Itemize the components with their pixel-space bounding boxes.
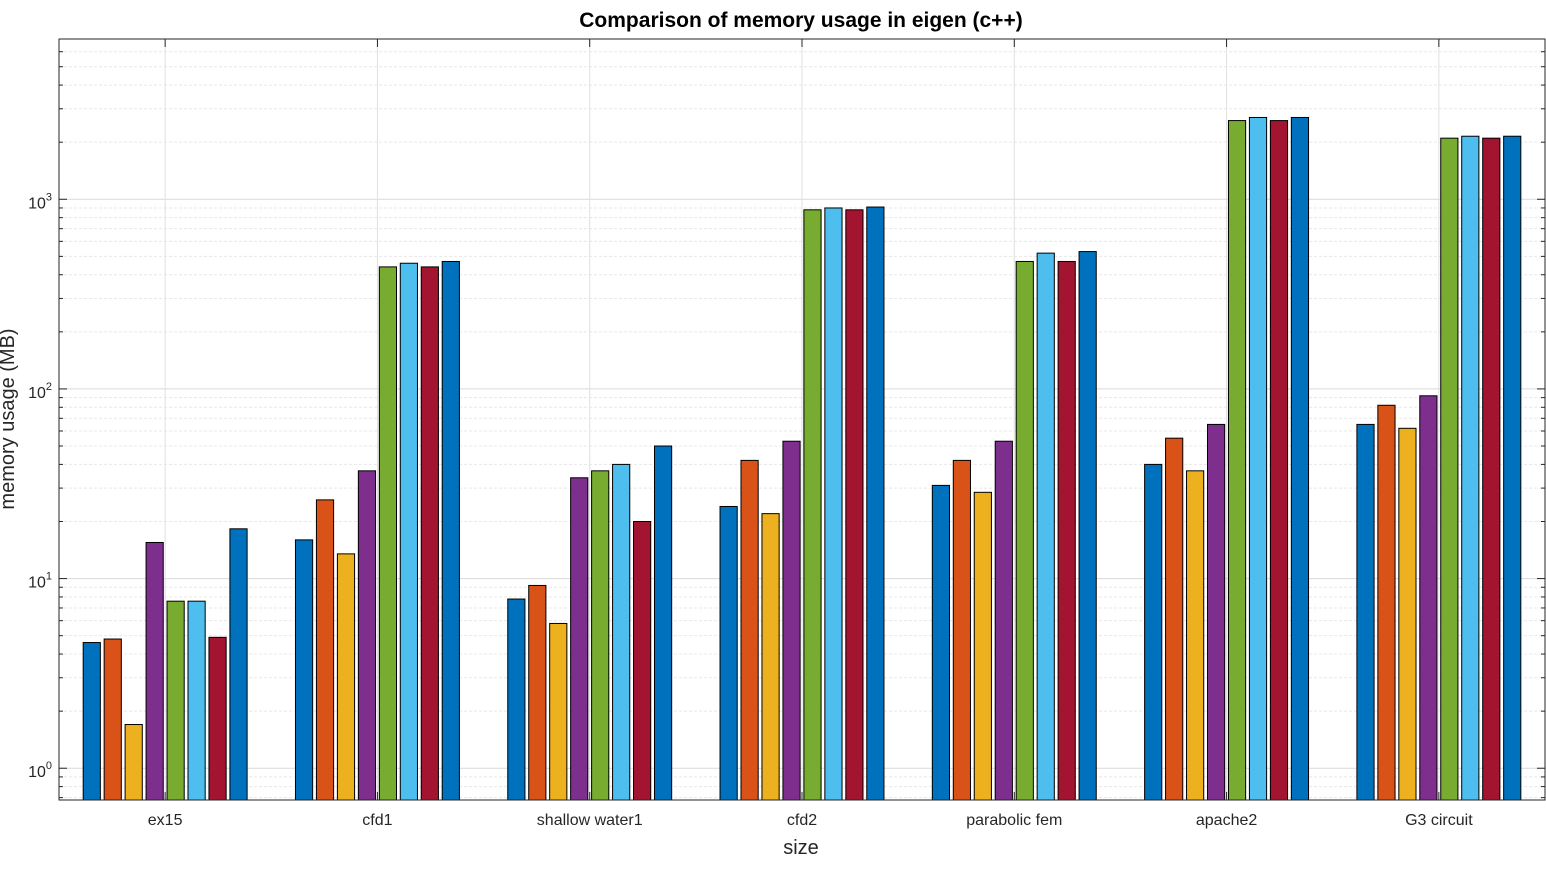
bar — [187, 600, 206, 801]
bar — [1482, 137, 1501, 801]
bar — [761, 513, 780, 801]
bar — [1036, 252, 1055, 801]
bar — [1144, 463, 1163, 801]
bar — [1248, 116, 1268, 801]
bar — [1165, 437, 1184, 801]
bar — [507, 598, 526, 801]
bar — [824, 207, 843, 801]
x-axis-label: size — [783, 837, 819, 859]
y-tick-label: 103 — [28, 191, 52, 212]
bar — [124, 724, 143, 801]
y-axis-label: memory usage (MB) — [0, 328, 19, 509]
x-tick-label: parabolic fem — [966, 812, 1062, 829]
bar — [208, 636, 227, 801]
bar — [1461, 135, 1480, 801]
bar — [549, 622, 568, 801]
y-tick-label: 100 — [28, 760, 52, 781]
bar — [166, 600, 185, 801]
bar — [420, 266, 439, 801]
bar — [782, 440, 801, 801]
bar — [1398, 427, 1417, 801]
bar — [357, 470, 377, 801]
bar — [1440, 137, 1459, 801]
bar — [315, 499, 335, 801]
bar — [399, 262, 418, 801]
x-tick-label: cfd1 — [362, 812, 392, 829]
bar — [570, 477, 589, 801]
bar — [591, 470, 610, 801]
bar — [145, 541, 164, 801]
x-tick-label: ex15 — [148, 812, 183, 829]
chart-title: Comparison of memory usage in eigen (c++… — [579, 9, 1022, 32]
x-tick-labels: ex15 cfd1 shallow water1 cfd2 parabolic fem a… — [148, 812, 1473, 829]
bar — [612, 463, 631, 801]
bar — [719, 505, 738, 801]
x-tick-label: G3 circuit — [1405, 812, 1473, 829]
y-tick-label: 101 — [28, 571, 52, 592]
bar — [1377, 404, 1396, 801]
bar — [931, 484, 951, 801]
bar — [1186, 470, 1205, 801]
bar — [528, 584, 547, 801]
bar — [1356, 423, 1375, 801]
bar — [336, 553, 356, 801]
bar — [1227, 120, 1247, 801]
bar — [653, 445, 673, 801]
bar — [103, 638, 122, 801]
bar — [82, 642, 101, 801]
bar — [441, 260, 460, 801]
bar — [294, 539, 314, 801]
bar — [845, 209, 864, 801]
axis-ticks — [59, 38, 1545, 800]
bar — [633, 520, 652, 801]
bar — [1078, 251, 1097, 801]
bar — [229, 528, 248, 801]
bar — [378, 266, 398, 801]
bar — [1290, 116, 1310, 801]
bar — [866, 206, 885, 801]
bar — [1269, 120, 1289, 801]
bar — [803, 209, 822, 801]
x-tick-label: apache2 — [1196, 812, 1257, 829]
bar — [1206, 423, 1226, 801]
x-tick-label: shallow water1 — [537, 812, 643, 829]
bar — [1419, 395, 1438, 801]
y-tick-labels: 100 101 102 103 — [28, 191, 52, 781]
bar — [952, 459, 971, 801]
y-tick-label: 102 — [28, 381, 52, 402]
bar — [740, 459, 759, 801]
bar — [1503, 135, 1522, 801]
bar — [1057, 260, 1076, 801]
bar — [994, 440, 1013, 801]
bar — [1015, 260, 1034, 801]
bar — [973, 491, 992, 801]
x-tick-label: cfd2 — [787, 812, 817, 829]
